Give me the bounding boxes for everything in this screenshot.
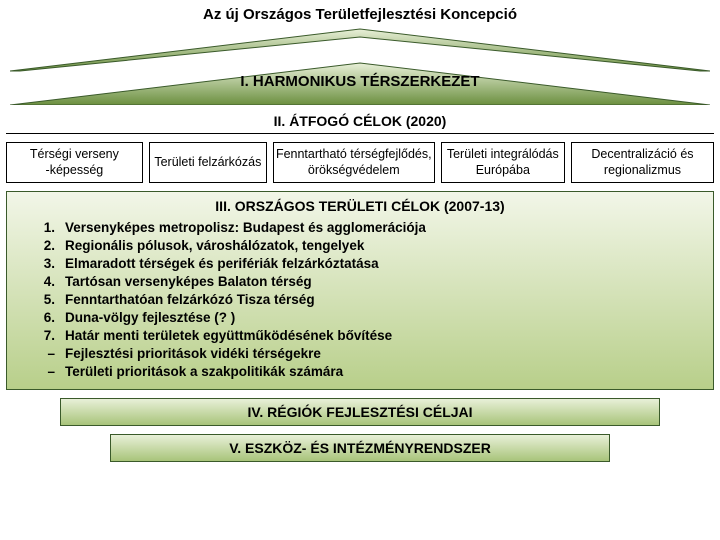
goal-num-2: 3. bbox=[31, 256, 65, 271]
goal-text-6: Határ menti területek együttműködésének … bbox=[65, 328, 689, 343]
roof-svg bbox=[10, 27, 710, 105]
goal-text-4: Fenntarthatóan felzárkózó Tisza térség bbox=[65, 292, 689, 307]
goal-text-7: Fejlesztési prioritások vidéki térségekr… bbox=[65, 346, 689, 361]
goal-list: 1.Versenyképes metropolisz: Budapest és … bbox=[17, 220, 703, 379]
roof-diagram: I. HARMONIKUS TÉRSZERKEZET bbox=[10, 27, 710, 105]
page-title: Az új Országos Területfejlesztési Koncep… bbox=[0, 0, 720, 27]
goal-cell-3: Fenntartható térségfejlődés, örökségvéde… bbox=[273, 142, 435, 183]
goal-num-8: – bbox=[31, 364, 65, 379]
goal-cell-4: Területi integrálódás Európába bbox=[441, 142, 565, 183]
section3-header: III. ORSZÁGOS TERÜLETI CÉLOK (2007-13) bbox=[17, 198, 703, 220]
goal-cell-5: Decentralizáció és regionalizmus bbox=[571, 142, 714, 183]
goal-num-3: 4. bbox=[31, 274, 65, 289]
section2-header: II. ÁTFOGÓ CÉLOK (2020) bbox=[6, 109, 714, 134]
goals-row: Térségi verseny-képességTerületi felzárk… bbox=[0, 138, 720, 189]
goal-text-8: Területi prioritások a szakpolitikák szá… bbox=[65, 364, 689, 379]
goal-num-0: 1. bbox=[31, 220, 65, 235]
goal-text-1: Regionális pólusok, városhálózatok, teng… bbox=[65, 238, 689, 253]
goal-num-5: 6. bbox=[31, 310, 65, 325]
goal-text-3: Tartósan versenyképes Balaton térség bbox=[65, 274, 689, 289]
section3-band: III. ORSZÁGOS TERÜLETI CÉLOK (2007-13) 1… bbox=[6, 191, 714, 390]
goal-num-4: 5. bbox=[31, 292, 65, 307]
goal-cell-2: Területi felzárkózás bbox=[149, 142, 267, 183]
section4-bar: IV. RÉGIÓK FEJLESZTÉSI CÉLJAI bbox=[60, 398, 660, 426]
goal-num-7: – bbox=[31, 346, 65, 361]
goal-num-6: 7. bbox=[31, 328, 65, 343]
section5-bar: V. ESZKÖZ- ÉS INTÉZMÉNYRENDSZER bbox=[110, 434, 610, 462]
goal-text-5: Duna-völgy fejlesztése (? ) bbox=[65, 310, 689, 325]
goal-text-0: Versenyképes metropolisz: Budapest és ag… bbox=[65, 220, 689, 235]
goal-text-2: Elmaradott térségek és perifériák felzár… bbox=[65, 256, 689, 271]
goal-num-1: 2. bbox=[31, 238, 65, 253]
roof-label: I. HARMONIKUS TÉRSZERKEZET bbox=[10, 73, 710, 90]
goal-cell-1: Térségi verseny-képesség bbox=[6, 142, 143, 183]
